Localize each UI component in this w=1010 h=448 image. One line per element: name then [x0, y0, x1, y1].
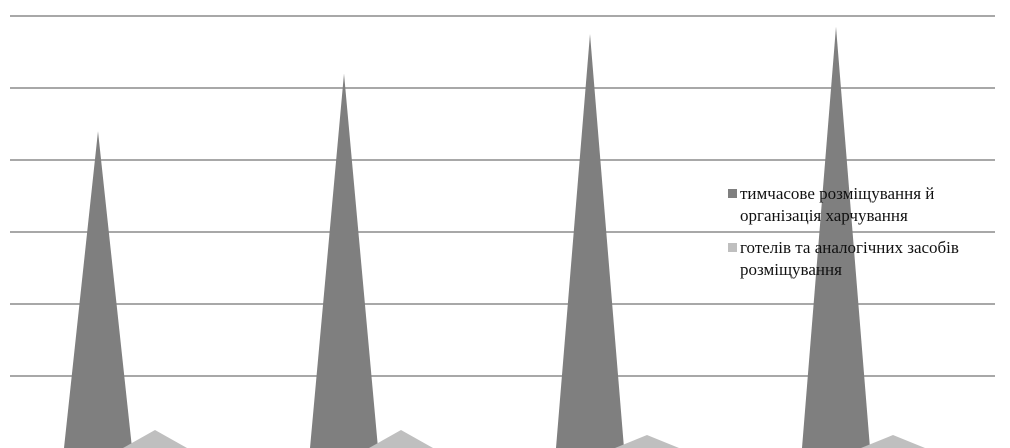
chart-marks	[64, 26, 925, 448]
legend: тимчасове розміщування й організація хар…	[728, 183, 1006, 291]
legend-item-series-2: готелів та аналогічних засобів розміщува…	[728, 237, 1006, 281]
legend-swatch-series-1	[728, 189, 737, 198]
spike-series-2-cat-1	[123, 430, 187, 448]
spike-series-1-cat-3	[556, 34, 624, 448]
spike-series-1-cat-2	[310, 73, 378, 448]
legend-item-series-1: тимчасове розміщування й організація хар…	[728, 183, 1006, 227]
spike-series-2-cat-4	[861, 435, 925, 448]
legend-swatch-series-2	[728, 243, 737, 252]
spike-series-1-cat-4	[802, 26, 870, 448]
legend-label-series-1: тимчасове розміщування й організація хар…	[740, 184, 935, 225]
spike-series-1-cat-1	[64, 131, 132, 448]
spike-series-2-cat-2	[369, 430, 433, 448]
legend-label-series-2: готелів та аналогічних засобів розміщува…	[740, 238, 959, 279]
spike-series-2-cat-3	[615, 435, 679, 448]
